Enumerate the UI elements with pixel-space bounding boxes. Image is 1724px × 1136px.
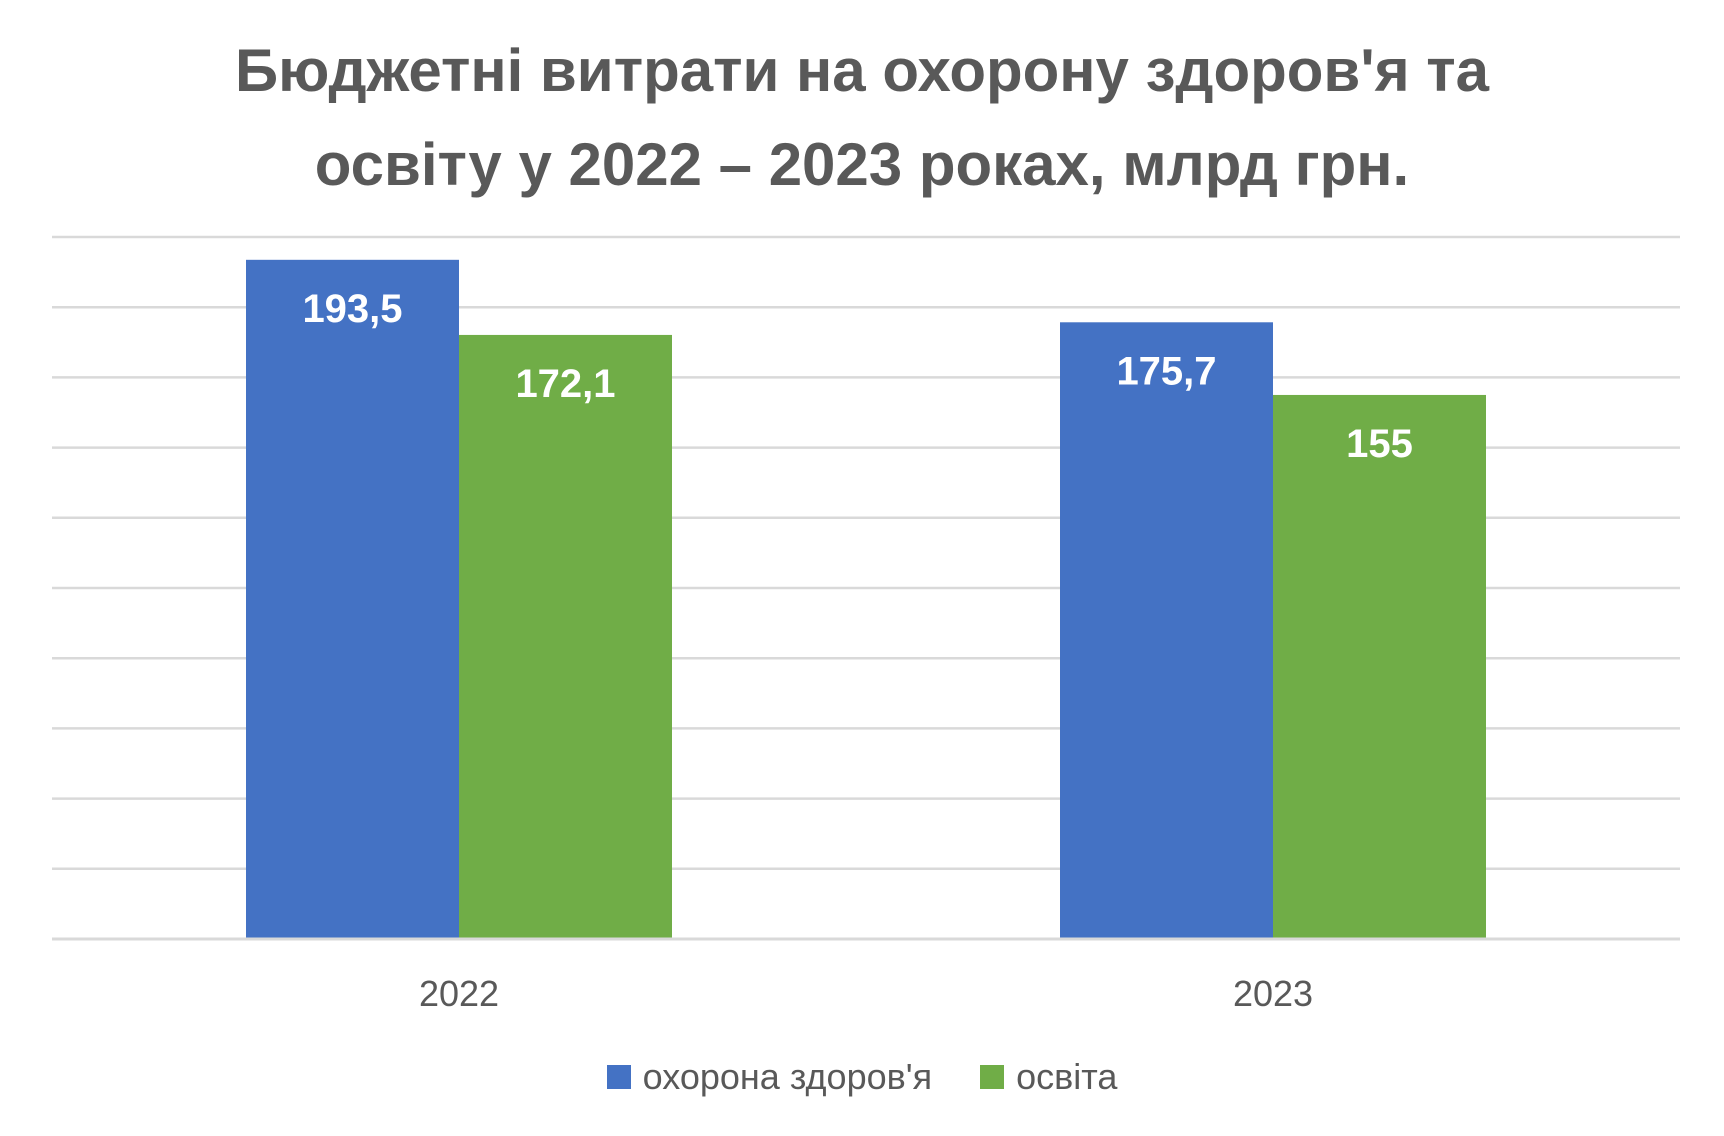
legend-item-health: охорона здоров'я	[606, 1056, 933, 1098]
legend-item-education: освіта	[980, 1056, 1117, 1098]
legend-label-health: охорона здоров'я	[642, 1056, 933, 1097]
legend-swatch-education	[980, 1065, 1005, 1089]
data-label-education-2023: 155	[1346, 422, 1413, 466]
chart-legend: охорона здоров'я освіта	[0, 1056, 1724, 1098]
x-tick-label-2022: 2022	[419, 973, 499, 1014]
chart-title-line-2: освіту у 2022 – 2023 роках, млрд грн.	[314, 131, 1410, 198]
data-label-health-2022: 193,5	[302, 287, 402, 331]
chart-title: Бюджетні витрати на охорону здоров'я та …	[0, 24, 1724, 212]
legend-swatch-health	[606, 1065, 631, 1089]
data-label-health-2023: 175,7	[1116, 349, 1216, 393]
chart-title-line-1: Бюджетні витрати на охорону здоров'я та	[234, 37, 1490, 104]
x-tick-label-2023: 2023	[1233, 973, 1313, 1014]
bar-education-2023	[1273, 394, 1486, 939]
data-label-education-2022: 172,1	[515, 362, 615, 406]
bar-education-2022	[459, 334, 672, 940]
bar-health-2022	[246, 259, 459, 939]
bar-health-2023	[1060, 322, 1273, 940]
legend-label-education: освіта	[1016, 1056, 1118, 1097]
